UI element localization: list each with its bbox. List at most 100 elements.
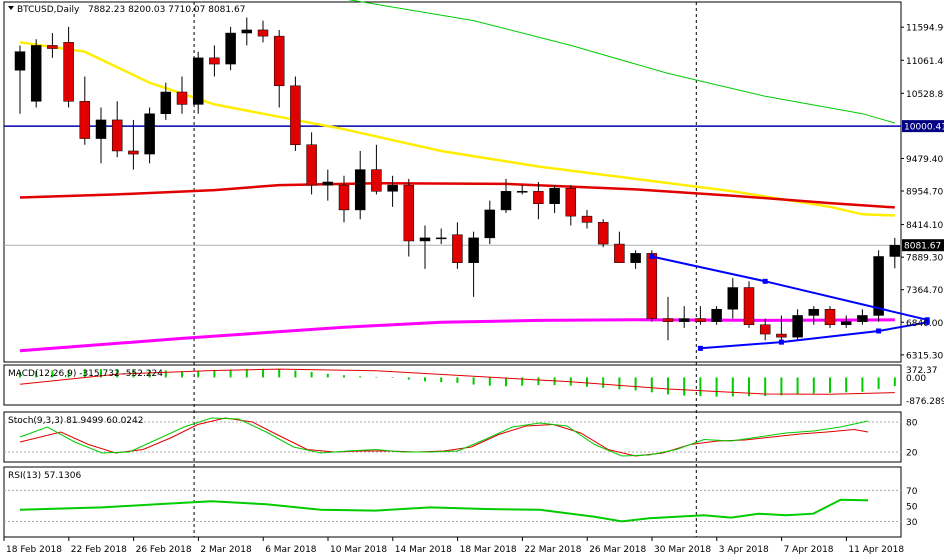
stoch-panel-frame (3, 411, 902, 463)
chart-ohlc: 7882.23 8200.03 7710.07 8081.67 (88, 5, 245, 15)
candle-body (500, 191, 512, 211)
macd-panel-frame (3, 364, 902, 406)
rsi-tick-label: 30 (906, 518, 918, 528)
time-tick-label: 6 Mar 2018 (265, 545, 317, 555)
candle-body (30, 45, 42, 102)
macd-indicator: MACD(12,26,9) -315.732 -552.224 372.370.0… (8, 366, 944, 407)
symbol-triangle-icon[interactable] (8, 6, 14, 10)
candle-body (128, 150, 139, 155)
rsi-indicator: RSI(13) 57.1306 70 50 30 (4, 471, 918, 528)
trendline-anchor (697, 345, 703, 351)
candle-body (695, 318, 706, 322)
stochastic-indicator: Stoch(9,3,3) 81.9499 60.0242 80 20 (4, 416, 918, 459)
macd-label: MACD(12,26,9) -315.732 -552.224 (8, 369, 163, 379)
candle-body (192, 57, 204, 105)
price-tick-label: 9479.40 (906, 155, 943, 165)
candle-body (824, 308, 836, 326)
candle-body (533, 191, 544, 204)
candle-body (776, 333, 787, 338)
rsi-tick-label: 70 (906, 487, 918, 497)
candle-body (14, 51, 26, 71)
time-tick-label: 22 Mar 2018 (524, 545, 581, 555)
candle-body (484, 209, 496, 239)
ma-red-line (19, 181, 895, 209)
time-tick-label: 3 Apr 2018 (719, 545, 769, 555)
candle-body (630, 253, 641, 263)
time-tick-label: 22 Feb 2018 (71, 545, 127, 555)
candle-body (209, 57, 220, 65)
time-tick-label: 14 Mar 2018 (395, 545, 452, 555)
candle-body (840, 321, 852, 326)
candle-body (306, 144, 317, 186)
candle-body (662, 318, 674, 322)
trendline-anchor (778, 339, 784, 345)
candle-body (808, 308, 820, 316)
candle-body (727, 287, 739, 310)
price-tick-label: 10528.80 (906, 90, 944, 100)
moving-averages (19, 0, 895, 353)
price-tick-label: 8954.70 (906, 188, 943, 198)
trendline-anchor (924, 319, 930, 325)
price-tick-label: 6315.30 (906, 351, 943, 361)
candle-body (792, 315, 803, 338)
time-tick-label: 10 Mar 2018 (330, 545, 387, 555)
current-price-label-bg (902, 239, 944, 252)
level-price-label: 10000.41 (904, 123, 944, 133)
time-tick-label: 18 Mar 2018 (460, 545, 517, 555)
stoch-main-line (19, 417, 869, 457)
candle-body (614, 243, 625, 263)
time-tick-label: 30 Mar 2018 (654, 545, 711, 555)
candle-body (241, 29, 253, 34)
trendline-anchor (762, 278, 768, 284)
ma-magenta-line (19, 318, 895, 353)
macd-tick-label: -876.289 (906, 397, 944, 407)
price-tick-label: 11594.90 (906, 24, 944, 34)
price-tick-label: 7364.70 (906, 286, 943, 296)
candle-body (581, 215, 593, 223)
candle-body (565, 187, 577, 217)
price-axis: 11594.90 11061.40 10528.80 10000.41 9479.40 8… (901, 24, 944, 361)
time-tick-label: 26 Mar 2018 (589, 545, 646, 555)
candle-body (338, 184, 350, 211)
candle-body (144, 113, 155, 155)
ma-green-line (347, 0, 895, 124)
candle-body (873, 256, 884, 316)
candle-body (857, 315, 868, 322)
candle-body (257, 29, 269, 37)
stoch-label: Stoch(9,3,3) 81.9499 60.0242 (8, 416, 143, 426)
level-price-label-bg (902, 120, 944, 133)
rsi-tick-label: 50 (906, 502, 918, 512)
rsi-line (19, 498, 869, 523)
time-tick-label: 2 Mar 2018 (200, 545, 252, 555)
candle-body (646, 253, 658, 319)
candle-body (273, 35, 285, 87)
price-panel-frame (3, 1, 902, 363)
candle-body (387, 184, 398, 192)
stoch-signal-line (19, 417, 869, 457)
ma-yellow-line (19, 41, 895, 217)
candle-body (743, 287, 755, 326)
candle-body (419, 237, 431, 242)
rsi-panel-frame (3, 466, 902, 538)
candle-body (468, 237, 479, 263)
candle-body (111, 119, 123, 152)
trendline-anchor (649, 253, 655, 259)
price-tick-label: 8414.10 (906, 221, 943, 231)
stoch-tick-label: 80 (906, 419, 918, 429)
candle-body (47, 45, 58, 49)
candle-body (678, 318, 690, 322)
candle-body (322, 181, 334, 186)
price-tick-label: 7889.30 (906, 254, 943, 264)
candle-body (354, 169, 366, 211)
current-price-label: 8081.67 (904, 242, 941, 252)
candle-body (516, 191, 528, 193)
time-tick-label: 18 Feb 2018 (6, 545, 62, 555)
time-tick-label: 26 Feb 2018 (136, 545, 192, 555)
price-tick-label: 11061.40 (906, 57, 944, 67)
candle-body (176, 91, 188, 105)
candle-body (403, 184, 415, 242)
trendline-lower (700, 321, 928, 350)
trendline-upper (651, 255, 928, 321)
candle-body (225, 32, 236, 65)
